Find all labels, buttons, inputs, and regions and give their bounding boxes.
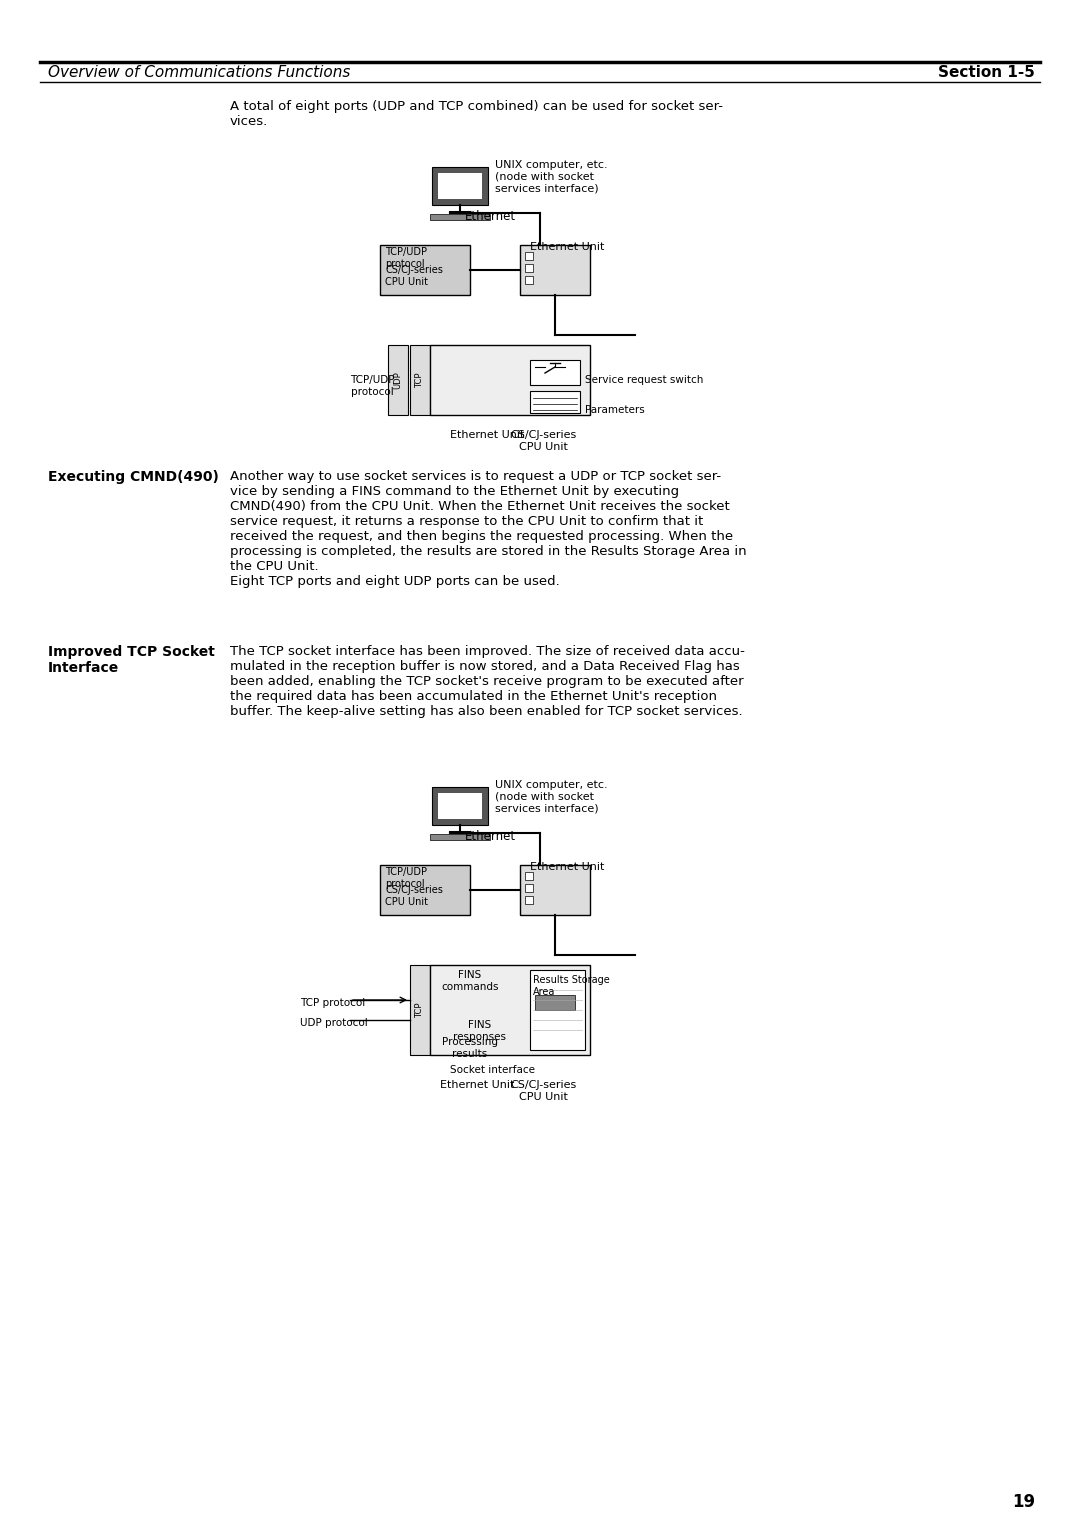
Text: A total of eight ports (UDP and TCP combined) can be used for socket ser-
vices.: A total of eight ports (UDP and TCP comb… — [230, 99, 723, 128]
Text: TCP protocol: TCP protocol — [300, 998, 365, 1008]
Text: Results Storage
Area: Results Storage Area — [534, 975, 610, 996]
Text: Ethernet Unit: Ethernet Unit — [450, 429, 525, 440]
Text: CS/CJ-series
CPU Unit: CS/CJ-series CPU Unit — [510, 429, 577, 452]
Text: Ethernet: Ethernet — [465, 209, 516, 223]
Bar — [525, 872, 534, 880]
Text: FINS
commands: FINS commands — [442, 970, 499, 992]
Text: UDP protocol: UDP protocol — [300, 1018, 368, 1028]
Text: Ethernet: Ethernet — [465, 830, 516, 843]
Text: Section 1-5: Section 1-5 — [939, 66, 1035, 79]
Text: Ethernet Unit: Ethernet Unit — [530, 862, 605, 872]
Bar — [525, 252, 534, 260]
Text: TCP: TCP — [416, 1002, 424, 1018]
Bar — [380, 865, 470, 915]
Bar — [438, 173, 482, 199]
Bar — [388, 345, 408, 416]
Text: CS/CJ-series
CPU Unit: CS/CJ-series CPU Unit — [510, 1080, 577, 1102]
Text: TCP/UDP
protocol: TCP/UDP protocol — [384, 866, 427, 889]
Text: TCP/UDP
protocol: TCP/UDP protocol — [350, 374, 394, 397]
Text: TCP: TCP — [416, 373, 424, 388]
Text: TCP/UDP
protocol: TCP/UDP protocol — [384, 248, 427, 269]
Text: Ethernet Unit: Ethernet Unit — [530, 241, 605, 252]
Text: The TCP socket interface has been improved. The size of received data accu-
mula: The TCP socket interface has been improv… — [230, 645, 745, 718]
Text: Improved TCP Socket
Interface: Improved TCP Socket Interface — [48, 645, 215, 675]
Bar — [430, 966, 590, 1054]
Text: UNIX computer, etc.
(node with socket
services interface): UNIX computer, etc. (node with socket se… — [495, 160, 608, 193]
Bar — [519, 865, 590, 915]
Bar — [525, 277, 534, 284]
Bar — [432, 167, 488, 205]
Text: Parameters: Parameters — [585, 405, 645, 416]
Bar — [410, 966, 430, 1054]
Bar — [430, 214, 490, 220]
Bar — [432, 787, 488, 825]
Text: FINS
responses: FINS responses — [454, 1021, 507, 1042]
Bar — [519, 244, 590, 295]
Bar — [535, 995, 575, 1010]
Bar — [530, 361, 580, 385]
Bar — [438, 793, 482, 819]
Text: Socket interface: Socket interface — [450, 1065, 535, 1076]
Bar — [530, 970, 585, 1050]
Bar — [430, 345, 590, 416]
Text: CS/CJ-series
CPU Unit: CS/CJ-series CPU Unit — [384, 264, 443, 287]
Text: Service request switch: Service request switch — [585, 374, 703, 385]
Bar — [525, 885, 534, 892]
Bar — [525, 264, 534, 272]
Text: CS/CJ-series
CPU Unit: CS/CJ-series CPU Unit — [384, 885, 443, 906]
Text: 19: 19 — [1012, 1493, 1035, 1511]
Text: UDP: UDP — [393, 371, 403, 388]
Text: Ethernet Unit: Ethernet Unit — [440, 1080, 514, 1089]
Text: Another way to use socket services is to request a UDP or TCP socket ser-
vice b: Another way to use socket services is to… — [230, 471, 746, 588]
Bar — [410, 345, 430, 416]
Bar — [530, 391, 580, 413]
Text: Executing CMND(490): Executing CMND(490) — [48, 471, 219, 484]
Text: UNIX computer, etc.
(node with socket
services interface): UNIX computer, etc. (node with socket se… — [495, 779, 608, 813]
Bar — [380, 244, 470, 295]
Bar — [430, 834, 490, 840]
Text: Overview of Communications Functions: Overview of Communications Functions — [48, 66, 350, 79]
Text: Processing
results: Processing results — [442, 1038, 498, 1059]
Bar — [525, 895, 534, 905]
